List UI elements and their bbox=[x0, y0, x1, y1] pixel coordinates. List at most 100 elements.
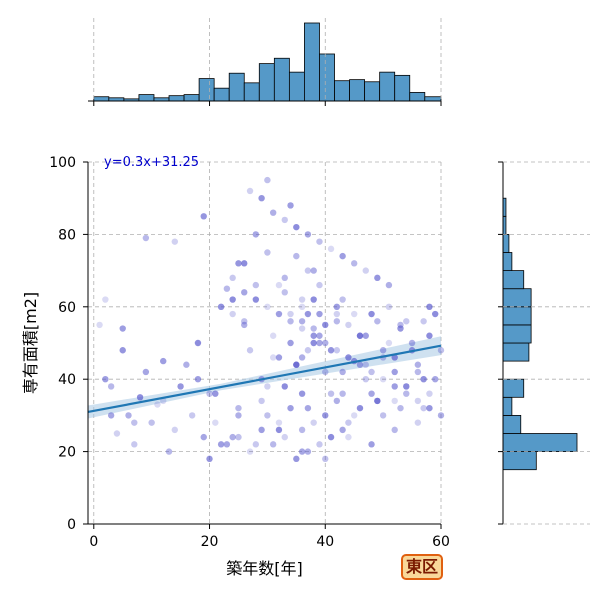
scatter-point bbox=[212, 390, 219, 397]
scatter-point bbox=[350, 260, 358, 267]
scatter-point bbox=[125, 412, 132, 419]
scatter-point bbox=[241, 321, 248, 329]
y-axis-title: 専有面積[m2] bbox=[21, 292, 40, 394]
y-histogram-bar bbox=[502, 396, 513, 416]
scatter-point bbox=[403, 318, 410, 325]
scatter-point bbox=[345, 419, 352, 426]
x-histogram-bar bbox=[364, 81, 381, 102]
scatter-point bbox=[107, 383, 115, 390]
scatter-point bbox=[432, 310, 439, 318]
scatter-point bbox=[188, 412, 196, 419]
scatter-point bbox=[281, 274, 288, 282]
scatter-point bbox=[316, 339, 323, 347]
scatter-points bbox=[96, 176, 445, 463]
scatter-point bbox=[131, 441, 138, 448]
scatter-point bbox=[408, 339, 416, 347]
scatter-point bbox=[385, 303, 393, 310]
scatter-point bbox=[293, 252, 300, 260]
scatter-point bbox=[356, 404, 364, 412]
x-histogram-bar bbox=[319, 53, 335, 102]
scatter-point bbox=[235, 404, 242, 412]
scatter-point bbox=[426, 332, 433, 339]
x-histogram-bar bbox=[334, 80, 350, 102]
scatter-point bbox=[345, 321, 352, 329]
scatter-point bbox=[350, 310, 358, 318]
scatter-point bbox=[229, 433, 236, 441]
scatter-point bbox=[391, 397, 398, 405]
scatter-point bbox=[420, 318, 427, 325]
scatter-point bbox=[420, 376, 427, 383]
y-histogram-bar bbox=[502, 414, 522, 434]
scatter-point bbox=[96, 321, 103, 329]
scatter-point bbox=[322, 339, 329, 347]
x-histogram-bar bbox=[424, 96, 442, 102]
scatter-point bbox=[362, 267, 369, 274]
scatter-point bbox=[252, 296, 260, 303]
scatter-point bbox=[119, 347, 126, 354]
scatter-point bbox=[258, 195, 265, 202]
scatter-point bbox=[362, 361, 369, 368]
scatter-point bbox=[304, 310, 312, 318]
scatter-point bbox=[397, 404, 404, 412]
scatter-point bbox=[293, 361, 300, 368]
scatter-point bbox=[246, 347, 254, 354]
scatter-point bbox=[171, 238, 179, 245]
regression-line bbox=[87, 344, 442, 414]
scatter-point bbox=[241, 289, 248, 296]
scatter-point bbox=[327, 390, 335, 397]
scatter-point bbox=[183, 361, 190, 368]
x-histogram-bar bbox=[394, 74, 411, 102]
scatter-point bbox=[264, 303, 271, 310]
scatter-point bbox=[154, 401, 161, 408]
scatter-point bbox=[310, 325, 317, 332]
scatter-point bbox=[374, 397, 381, 405]
scatter-point bbox=[374, 318, 381, 325]
confidence-band-area bbox=[88, 336, 441, 419]
y-histogram-bar bbox=[502, 252, 513, 272]
y-histogram-bar bbox=[502, 378, 525, 398]
x-histogram-bar bbox=[379, 71, 396, 102]
scatter-point bbox=[350, 412, 358, 419]
district-badge: 東区 bbox=[401, 554, 443, 580]
scatter-point bbox=[333, 347, 341, 354]
scatter-point bbox=[206, 455, 213, 463]
scatter-point bbox=[177, 383, 184, 390]
x-tick-label: 0 bbox=[89, 534, 98, 550]
scatter-point bbox=[281, 383, 288, 390]
scatter-point bbox=[316, 238, 323, 245]
scatter-point bbox=[119, 325, 126, 332]
scatter-point bbox=[385, 339, 393, 347]
y-histogram-bar bbox=[502, 451, 537, 471]
axes bbox=[83, 161, 442, 529]
scatter-point bbox=[113, 430, 121, 437]
scatter-point bbox=[298, 303, 306, 310]
scatter-point bbox=[298, 390, 306, 397]
scatter-point bbox=[339, 296, 346, 303]
scatter-point bbox=[327, 347, 335, 354]
confidence-band bbox=[88, 336, 441, 419]
x-histogram-bar bbox=[304, 22, 320, 102]
scatter-point bbox=[275, 354, 283, 361]
scatter-point bbox=[194, 376, 202, 383]
scatter-point bbox=[246, 187, 254, 195]
x-tick-label: 40 bbox=[316, 534, 334, 550]
scatter-point bbox=[241, 318, 248, 325]
scatter-point bbox=[142, 234, 150, 242]
scatter-point bbox=[304, 267, 312, 274]
scatter-point bbox=[131, 419, 138, 426]
scatter-point bbox=[223, 285, 231, 292]
scatter-point bbox=[414, 397, 422, 405]
scatter-point bbox=[298, 296, 306, 303]
scatter-point bbox=[356, 332, 364, 339]
scatter-point bbox=[223, 441, 231, 448]
scatter-point bbox=[200, 213, 207, 220]
scatter-point bbox=[426, 390, 433, 397]
scatter-point bbox=[217, 303, 225, 310]
scatter-point bbox=[403, 383, 410, 390]
scatter-point bbox=[316, 281, 323, 289]
scatter-point bbox=[379, 347, 387, 354]
y-tick-label: 60 bbox=[58, 300, 76, 316]
y-marginal-histogram bbox=[498, 161, 590, 525]
scatter-point bbox=[379, 412, 387, 419]
